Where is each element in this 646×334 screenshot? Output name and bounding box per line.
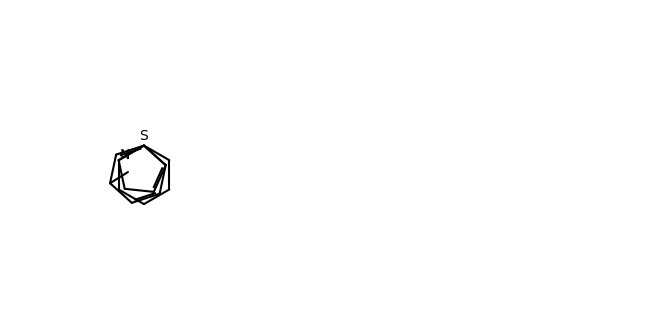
Text: S: S xyxy=(140,129,149,143)
Text: N: N xyxy=(120,148,130,162)
